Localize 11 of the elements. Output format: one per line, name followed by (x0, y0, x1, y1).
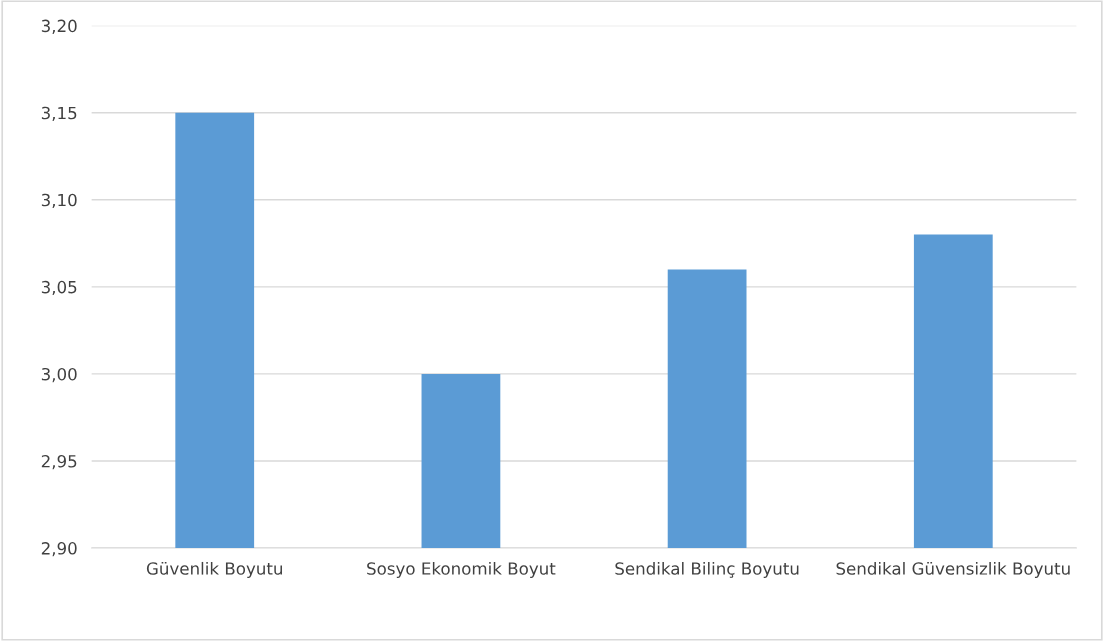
y-tick-label: 2,90 (41, 542, 77, 557)
x-tick-label: Güvenlik Boyutu (146, 561, 282, 579)
x-tick-label: Sendikal Güvensizlik Boyutu (836, 561, 1070, 579)
y-tick-label: 2,95 (41, 454, 77, 470)
x-tick-label: Sendikal Bilinç Boyutu (615, 561, 799, 579)
y-tick-label: 3,10 (41, 193, 77, 209)
y-tick-label: 3,00 (41, 367, 77, 383)
y-tick-label: 3,15 (41, 106, 77, 121)
y-tick-label: 3,20 (41, 19, 77, 34)
y-tick-label: 3,05 (41, 280, 77, 296)
x-tick-label: Sosyo Ekonomik Boyut (367, 561, 556, 579)
